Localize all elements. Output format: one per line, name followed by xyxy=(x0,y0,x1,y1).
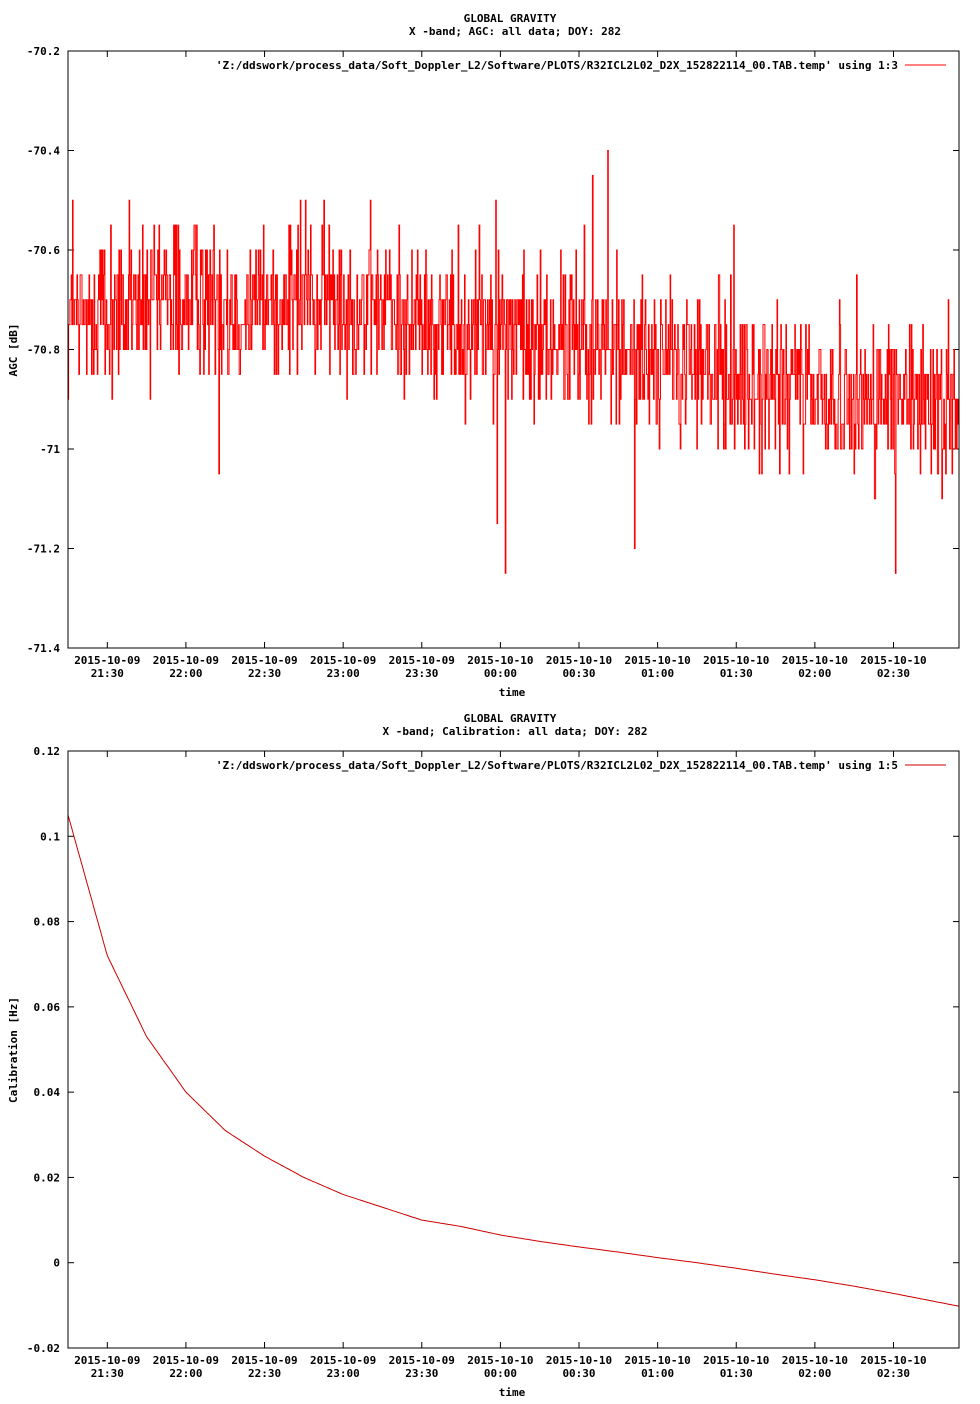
calibration-x-tick-date: 2015-10-10 xyxy=(782,1354,848,1367)
calibration-y-axis-label: Calibration [Hz] xyxy=(7,997,20,1103)
calibration-x-tick-date: 2015-10-10 xyxy=(546,1354,612,1367)
calibration-y-tick-label: 0.06 xyxy=(34,1001,61,1014)
agc-plot-frame xyxy=(67,50,960,649)
calibration-x-tick-date: 2015-10-09 xyxy=(310,1354,376,1367)
agc-x-tick-date: 2015-10-10 xyxy=(625,654,691,667)
calibration-x-tick-time: 00:00 xyxy=(484,1367,517,1380)
agc-x-tick-time: 01:30 xyxy=(720,667,753,680)
calibration-chart-title: GLOBAL GRAVITY xyxy=(464,712,557,725)
calibration-x-tick-time: 02:00 xyxy=(798,1367,831,1380)
agc-y-tick-label: -70.2 xyxy=(27,45,60,58)
agc-y-axis-label: AGC [dB] xyxy=(7,324,20,377)
agc-x-tick-date: 2015-10-10 xyxy=(860,654,926,667)
calibration-x-tick-date: 2015-10-10 xyxy=(860,1354,926,1367)
calibration-chart-subtitle: X -band; Calibration: all data; DOY: 282 xyxy=(383,725,648,738)
agc-y-tick-label: -71 xyxy=(40,443,60,456)
calibration-x-tick-date: 2015-10-09 xyxy=(153,1354,219,1367)
calibration-x-axis-label: time xyxy=(499,1386,526,1399)
agc-y-tick-label: -71.2 xyxy=(27,543,60,556)
calibration-x-tick-date: 2015-10-10 xyxy=(703,1354,769,1367)
calibration-x-tick-time: 00:30 xyxy=(562,1367,595,1380)
agc-x-tick-time: 02:00 xyxy=(798,667,831,680)
agc-x-tick-date: 2015-10-10 xyxy=(782,654,848,667)
calibration-y-tick-label: 0 xyxy=(53,1257,60,1270)
agc-x-tick-time: 01:00 xyxy=(641,667,674,680)
calibration-y-tick-label: 0.02 xyxy=(34,1171,61,1184)
calibration-chart: GLOBAL GRAVITY X -band; Calibration: all… xyxy=(7,712,960,1399)
agc-x-tick-date: 2015-10-09 xyxy=(74,654,140,667)
calibration-x-tick-time: 23:00 xyxy=(327,1367,360,1380)
agc-x-tick-date: 2015-10-09 xyxy=(153,654,219,667)
agc-x-tick-date: 2015-10-09 xyxy=(389,654,455,667)
calibration-x-tick-time: 23:30 xyxy=(405,1367,438,1380)
agc-x-tick-time: 22:30 xyxy=(248,667,281,680)
calibration-legend-label: 'Z:/ddswork/process_data/Soft_Doppler_L2… xyxy=(216,759,898,772)
calibration-series-line xyxy=(67,814,960,1307)
agc-x-tick-time: 23:30 xyxy=(405,667,438,680)
agc-x-tick-time: 02:30 xyxy=(877,667,910,680)
calibration-x-tick-time: 22:30 xyxy=(248,1367,281,1380)
agc-x-tick-date: 2015-10-09 xyxy=(231,654,297,667)
calibration-y-tick-label: -0.02 xyxy=(27,1342,60,1355)
calibration-x-tick-time: 01:00 xyxy=(641,1367,674,1380)
agc-y-tick-label: -70.4 xyxy=(27,145,60,158)
agc-x-tick-time: 22:00 xyxy=(169,667,202,680)
calibration-x-tick-date: 2015-10-09 xyxy=(389,1354,455,1367)
calibration-x-tick-date: 2015-10-09 xyxy=(231,1354,297,1367)
agc-x-axis-label: time xyxy=(499,686,526,699)
agc-x-tick-date: 2015-10-10 xyxy=(467,654,533,667)
agc-x-tick-date: 2015-10-10 xyxy=(703,654,769,667)
agc-legend-label: 'Z:/ddswork/process_data/Soft_Doppler_L2… xyxy=(216,59,898,72)
agc-x-tick-time: 23:00 xyxy=(327,667,360,680)
agc-chart: GLOBAL GRAVITY X -band; AGC: all data; D… xyxy=(7,12,960,699)
calibration-x-tick-time: 22:00 xyxy=(169,1367,202,1380)
calibration-x-tick-time: 01:30 xyxy=(720,1367,753,1380)
agc-x-tick-date: 2015-10-09 xyxy=(310,654,376,667)
calibration-y-tick-label: 0.1 xyxy=(40,830,60,843)
calibration-x-tick-time: 21:30 xyxy=(91,1367,124,1380)
calibration-y-tick-label: 0.12 xyxy=(34,745,61,758)
calibration-plot-frame xyxy=(67,750,960,1349)
calibration-x-tick-time: 02:30 xyxy=(877,1367,910,1380)
agc-x-tick-time: 00:30 xyxy=(562,667,595,680)
agc-chart-title: GLOBAL GRAVITY xyxy=(464,12,557,25)
agc-y-tick-label: -70.8 xyxy=(27,344,60,357)
agc-chart-subtitle: X -band; AGC: all data; DOY: 282 xyxy=(409,25,621,38)
calibration-y-tick-label: 0.04 xyxy=(34,1086,61,1099)
calibration-x-tick-date: 2015-10-09 xyxy=(74,1354,140,1367)
calibration-x-tick-date: 2015-10-10 xyxy=(625,1354,691,1367)
agc-y-tick-label: -70.6 xyxy=(27,244,60,257)
agc-y-tick-label: -71.4 xyxy=(27,642,60,655)
calibration-y-tick-label: 0.08 xyxy=(34,916,61,929)
calibration-x-tick-date: 2015-10-10 xyxy=(467,1354,533,1367)
agc-x-tick-time: 00:00 xyxy=(484,667,517,680)
agc-x-tick-date: 2015-10-10 xyxy=(546,654,612,667)
agc-x-tick-time: 21:30 xyxy=(91,667,124,680)
agc-series-line xyxy=(68,150,960,574)
